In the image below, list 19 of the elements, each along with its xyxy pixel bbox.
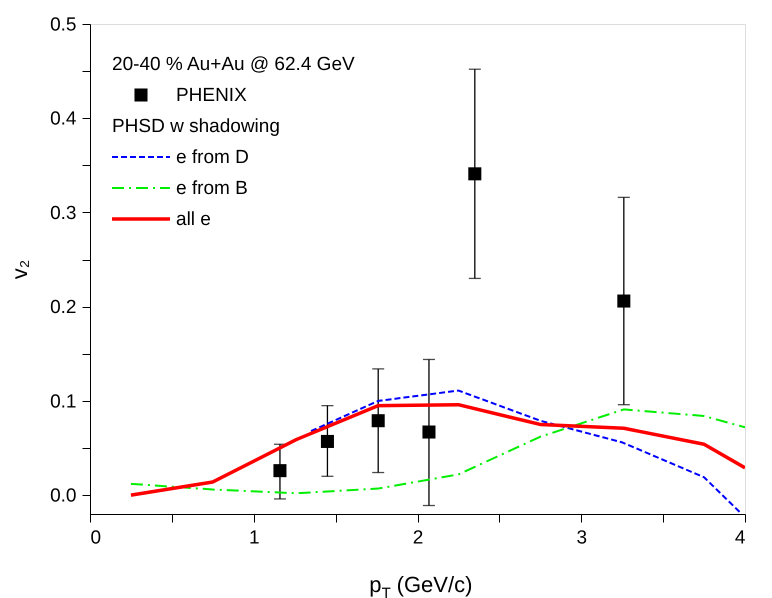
legend-label: PHENIX: [176, 85, 248, 106]
annotation: PHSD w shadowing: [112, 116, 280, 137]
y-tick-label: 0.5: [50, 14, 76, 36]
y-axis-title: v₂: [7, 260, 32, 280]
y-tick-label: 0.3: [50, 202, 76, 224]
text: 0.0: [50, 486, 76, 507]
legend-label: e from D: [176, 147, 249, 168]
y-tick-label: 0.2: [50, 297, 76, 318]
y-tick-label: 0.1: [50, 391, 76, 412]
legend-label: all e: [176, 209, 211, 230]
x-tick-label: 2: [412, 528, 424, 548]
x-tick-label: 1: [248, 528, 260, 548]
x-tick-label: 4: [734, 528, 746, 548]
line-series: [310, 390, 743, 514]
x-tick-label: 0: [90, 528, 102, 548]
y-tick-label: 0.4: [50, 108, 77, 130]
annotation: 20-40 % Au+Au @ 62.4 GeV: [112, 54, 356, 75]
legend-label: e from B: [176, 178, 248, 199]
x-tick-label: 3: [576, 528, 588, 548]
